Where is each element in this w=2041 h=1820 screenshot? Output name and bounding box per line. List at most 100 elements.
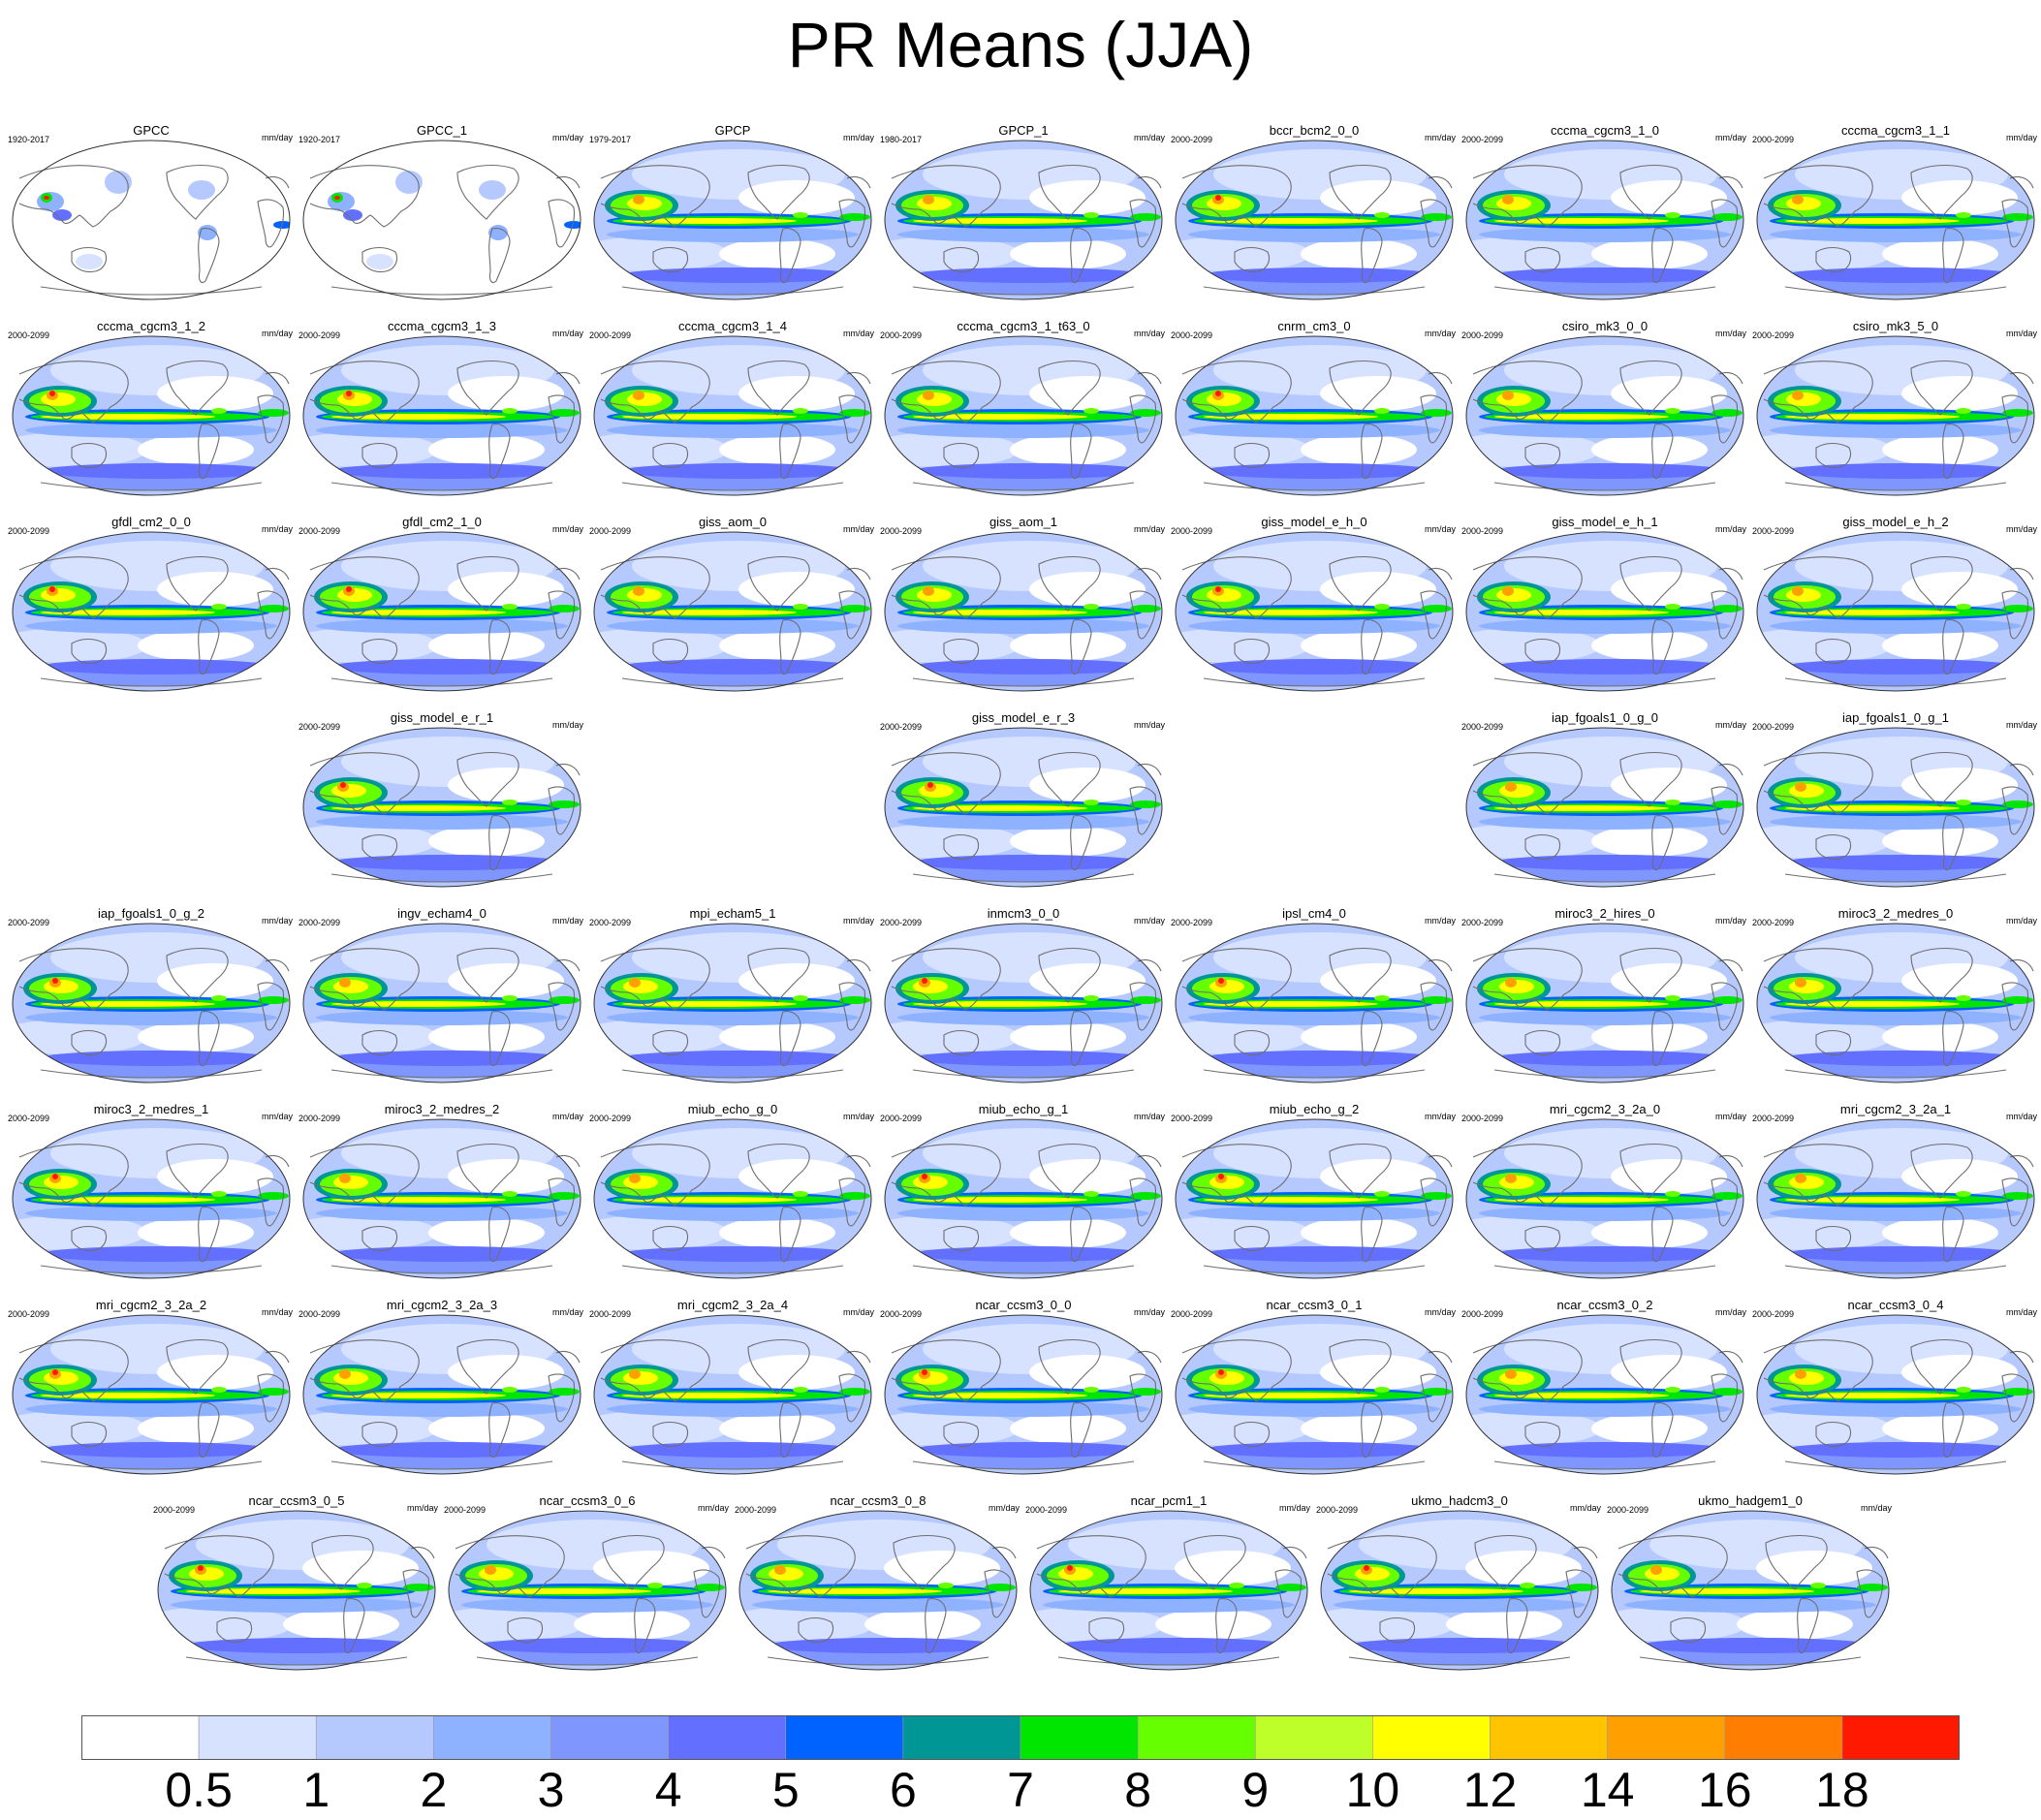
panel-title: bccr_bcm2_0_0	[1269, 123, 1360, 138]
panel-units: mm/day	[1424, 329, 1456, 338]
panel-units: mm/day	[1714, 720, 1746, 730]
precip-map	[1175, 531, 1454, 692]
colorbar-tick-label: 12	[1462, 1763, 1518, 1817]
colorbar-swatch	[550, 1715, 669, 1760]
panel-period: 2000-2099	[880, 526, 923, 536]
precip-map	[1029, 1510, 1308, 1671]
precip-map	[1465, 727, 1744, 888]
panel-title: gfdl_cm2_1_0	[402, 515, 482, 529]
panel-units: mm/day	[551, 1307, 583, 1317]
colorbar-swatch	[1254, 1715, 1373, 1760]
panel-units: mm/day	[551, 329, 583, 338]
map-panel: giss_model_e_h_2 2000-2099 mm/day	[1750, 516, 2041, 700]
panel-title: iap_fgoals1_0_g_1	[1842, 710, 1949, 725]
panel-period: 2000-2099	[880, 722, 923, 732]
panel-units: mm/day	[842, 524, 874, 534]
precip-map	[302, 140, 581, 300]
colorbar-tick-label: 10	[1345, 1763, 1400, 1817]
panel-title: ncar_ccsm3_0_0	[975, 1298, 1072, 1312]
panel-units: mm/day	[1424, 524, 1456, 534]
colorbar-tick-label: 1	[302, 1763, 330, 1817]
map-panel: giss_model_e_h_1 2000-2099 mm/day	[1460, 516, 1750, 700]
precip-map	[302, 727, 581, 888]
panel-units: mm/day	[842, 916, 874, 926]
map-panel: cccma_cgcm3_1_0 2000-2099 mm/day	[1460, 124, 1750, 308]
map-panel: mri_cgcm2_3_2a_2 2000-2099 mm/day	[6, 1299, 297, 1483]
panel-units: mm/day	[1133, 1307, 1165, 1317]
panel-units: mm/day	[551, 720, 583, 730]
panel-units: mm/day	[697, 1503, 729, 1513]
panel-units: mm/day	[2005, 1112, 2037, 1121]
map-panel: ncar_ccsm3_0_2 2000-2099 mm/day	[1460, 1299, 1750, 1483]
map-panel: cccma_cgcm3_1_t63_0 2000-2099 mm/day	[878, 320, 1169, 504]
map-panel: giss_aom_1 2000-2099 mm/day	[878, 516, 1169, 700]
panel-units: mm/day	[1714, 1307, 1746, 1317]
colorbar-swatch	[433, 1715, 551, 1760]
map-panels-grid: GPCC 1920-2017 mm/day GPCC_1 1920-2017 mm/day…	[6, 123, 2041, 1679]
map-panel: cnrm_cm3_0 2000-2099 mm/day	[1169, 320, 1460, 504]
map-panel: csiro_mk3_0_0 2000-2099 mm/day	[1460, 320, 1750, 504]
precip-map	[593, 1118, 872, 1279]
panel-title: giss_model_e_r_1	[390, 710, 494, 725]
precip-map	[593, 531, 872, 692]
panel-title: cnrm_cm3_0	[1277, 319, 1351, 333]
panel-units: mm/day	[1133, 329, 1165, 338]
map-panel: iap_fgoals1_0_g_0 2000-2099 mm/day	[1460, 711, 1750, 895]
map-panel: iap_fgoals1_0_g_2 2000-2099 mm/day	[6, 907, 297, 1091]
colorbar-swatch	[1841, 1715, 1960, 1760]
precip-map	[302, 1118, 581, 1279]
panel-period: 1920-2017	[8, 135, 50, 144]
panel-period: 2000-2099	[1752, 918, 1795, 927]
panel-units: mm/day	[2005, 916, 2037, 926]
colorbar-swatch	[1607, 1715, 1726, 1760]
precip-map	[884, 1314, 1163, 1475]
map-panel: gfdl_cm2_1_0 2000-2099 mm/day	[297, 516, 587, 700]
panel-units: mm/day	[1714, 133, 1746, 142]
colorbar-tick-label: 0.5	[165, 1763, 233, 1817]
panel-units: mm/day	[842, 1307, 874, 1317]
panel-units: mm/day	[2005, 720, 2037, 730]
map-panel: cccma_cgcm3_1_2 2000-2099 mm/day	[6, 320, 297, 504]
panel-title: mri_cgcm2_3_2a_1	[1839, 1102, 1952, 1116]
panel-period: 2000-2099	[1171, 135, 1213, 144]
panel-period: 2000-2099	[1316, 1505, 1359, 1515]
panel-units: mm/day	[551, 1112, 583, 1121]
panel-title: ncar_pcm1_1	[1130, 1493, 1208, 1508]
map-panel: inmcm3_0_0 2000-2099 mm/day	[878, 907, 1169, 1091]
precip-map	[302, 335, 581, 496]
panel-title: gfdl_cm2_0_0	[111, 515, 191, 529]
panel-units: mm/day	[1133, 524, 1165, 534]
map-panel: ncar_ccsm3_0_5 2000-2099 mm/day	[151, 1494, 442, 1679]
colorbar-labels: 0.5 1 2 3 4 5 6 7 8 9 10 12 14 16 18	[0, 1766, 2041, 1814]
precip-map	[1756, 727, 2035, 888]
panel-period: 2000-2099	[298, 722, 341, 732]
precip-map	[302, 923, 581, 1083]
panel-units: mm/day	[551, 524, 583, 534]
colorbar-swatch	[1490, 1715, 1608, 1760]
panel-period: 2000-2099	[1171, 330, 1213, 340]
precip-map	[1175, 140, 1454, 300]
panel-units: mm/day	[261, 329, 293, 338]
panel-period: 2000-2099	[298, 1114, 341, 1123]
colorbar-swatch	[81, 1715, 200, 1760]
map-panel: cccma_cgcm3_1_1 2000-2099 mm/day	[1750, 124, 2041, 308]
figure-title: PR Means (JJA)	[787, 9, 1254, 80]
precip-map	[302, 1314, 581, 1475]
panel-title: GPCC	[133, 123, 170, 138]
precip-map	[884, 140, 1163, 300]
panel-period: 2000-2099	[1461, 1114, 1504, 1123]
map-panel: ncar_pcm1_1 2000-2099 mm/day	[1023, 1494, 1314, 1679]
panel-period: 2000-2099	[735, 1505, 777, 1515]
precip-map	[884, 727, 1163, 888]
panel-units: mm/day	[1133, 1112, 1165, 1121]
panel-units: mm/day	[1424, 133, 1456, 142]
map-panel: giss_model_e_r_1 2000-2099 mm/day	[297, 711, 587, 895]
panel-title: cccma_cgcm3_1_t63_0	[957, 319, 1090, 333]
precip-map	[593, 335, 872, 496]
colorbar-tick-label: 8	[1124, 1763, 1152, 1817]
precip-map	[1465, 140, 1744, 300]
panel-period: 2000-2099	[1461, 722, 1504, 732]
colorbar-tick-label: 16	[1697, 1763, 1752, 1817]
map-panel: GPCP 1979-2017 mm/day	[587, 124, 878, 308]
precip-map	[1465, 531, 1744, 692]
